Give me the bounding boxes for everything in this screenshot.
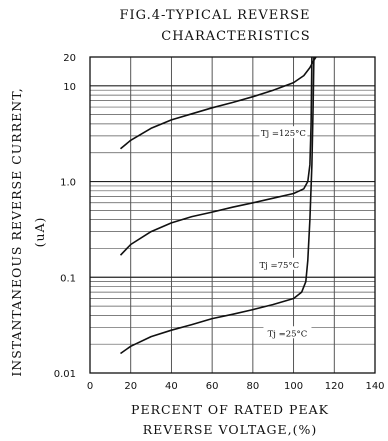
y-axis-label-line1: INSTANTANEOUS REVERSE CURRENT, — [9, 87, 24, 376]
y-tick-label: 10 — [63, 82, 76, 93]
grid — [90, 57, 375, 373]
x-tick-label: 80 — [246, 381, 259, 392]
y-tick-label: 0.01 — [54, 369, 76, 380]
y-tick-label: 0.1 — [60, 273, 76, 284]
y-axis-label-line2: (uA) — [32, 217, 47, 248]
x-tick-label: 40 — [165, 381, 178, 392]
x-tick-label: 100 — [284, 381, 303, 392]
curve-2 — [119, 56, 313, 256]
x-tick-label: 140 — [365, 381, 384, 392]
x-tick-label: 60 — [206, 381, 219, 392]
axis-ticks: 0 20 40 60 80 100 120 140 0.01 0.1 1.0 10 20 — [54, 53, 385, 392]
curve-label-background — [255, 257, 304, 270]
y-tick-label: 20 — [63, 53, 76, 64]
curve-label-background — [263, 326, 312, 339]
chart-title-line1: FIG.4-TYPICAL REVERSE — [120, 8, 311, 23]
curves: Tj =125°C Tj =75°C Tj =25°C — [119, 56, 317, 355]
curve-label: Tj =75°C — [259, 261, 299, 271]
x-axis-label-line2: REVERSE VOLTAGE,(%) — [143, 422, 318, 437]
curve-label-background — [259, 126, 308, 139]
x-tick-label: 120 — [325, 381, 344, 392]
curve-1 — [119, 56, 317, 150]
x-tick-label: 20 — [124, 381, 137, 392]
plot-frame — [89, 56, 376, 374]
x-tick-label: 0 — [87, 381, 93, 392]
curve-label: Tj =125°C — [261, 129, 306, 139]
x-axis-label-line1: PERCENT OF RATED PEAK — [131, 402, 329, 417]
y-tick-label: 1.0 — [60, 178, 76, 189]
chart-title-line2: CHARACTERISTICS — [161, 29, 310, 44]
curve-label: Tj =25°C — [268, 329, 308, 339]
curve-3 — [120, 56, 315, 355]
